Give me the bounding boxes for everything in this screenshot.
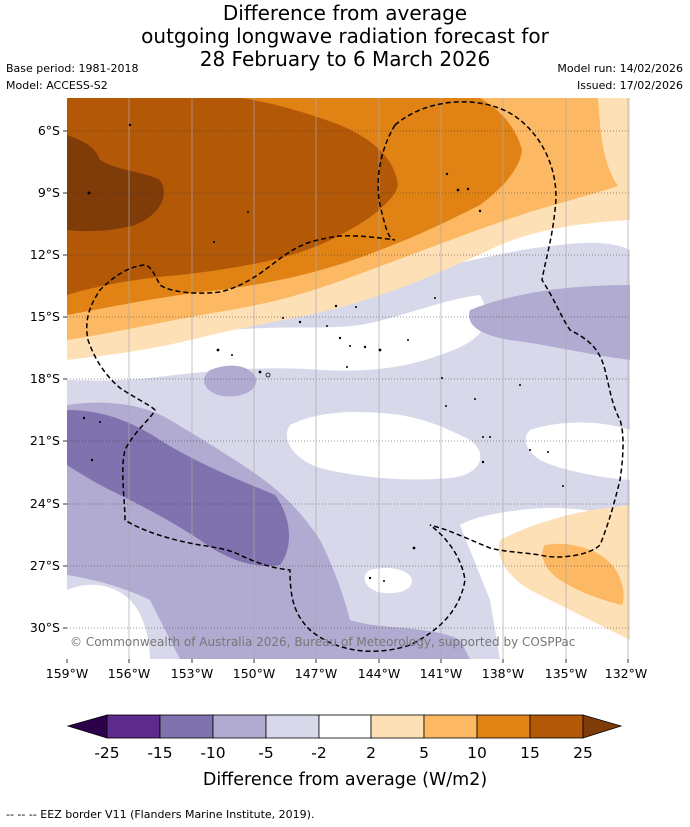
band-dark-purple (67, 410, 290, 566)
model-name: Model: ACCESS-S2 (6, 79, 108, 92)
colorbar-label: Difference from average (W/m2) (202, 770, 488, 790)
lon-label-156w: 156°W (107, 666, 151, 681)
colorbar-n2-p2 (318, 714, 372, 739)
gridlines (67, 130, 630, 629)
colorbar-p10-p15 (476, 714, 531, 739)
lat-label-12s: 12°S (29, 247, 60, 262)
neutral-patch-southeast (364, 568, 412, 594)
colorbar-tick-p2: 2 (366, 744, 376, 762)
colorbar-tick-n2: -2 (311, 744, 327, 762)
model-run-date: Model run: 14/02/2026 (557, 62, 683, 75)
band-orange-south (542, 543, 624, 605)
eez-cook-west (86, 124, 466, 652)
title-line-2: outgoing longwave radiation forecast for (141, 24, 549, 48)
colorbar-extend-above (582, 714, 623, 739)
colorbar-tick-n10: -10 (200, 744, 226, 762)
title-line-1: Difference from average (222, 1, 468, 25)
lon-label-144w: 144°W (357, 666, 401, 681)
band-darkest-brown (67, 135, 164, 232)
colorbar-n5-n2 (265, 714, 320, 739)
colorbar-p15-p25 (529, 714, 584, 739)
lon-label-147w: 147°W (294, 666, 338, 681)
lat-label-30s: 30°S (29, 620, 60, 635)
lat-label-6s: 6°S (37, 123, 60, 138)
colorbar-n10-n5 (212, 714, 267, 739)
neutral-patch-east (525, 422, 630, 480)
lon-label-138w: 138°W (481, 666, 525, 681)
colorbar (66, 714, 623, 739)
eez-borders (86, 101, 624, 652)
colorbar-tick-p15: 15 (520, 744, 540, 762)
colorbar-tick-n15: -15 (147, 744, 173, 762)
lat-label-21s: 21°S (29, 433, 60, 448)
issued-date: Issued: 17/02/2026 (576, 79, 683, 92)
band-medium-purple-east (469, 285, 630, 360)
colorbar-n25-n15 (106, 714, 161, 739)
eez-footnote: -- -- -- EEZ border V11 (Flanders Marine… (6, 808, 315, 821)
lat-label-15s: 15°S (29, 309, 60, 324)
colorbar-tick-p5: 5 (419, 744, 429, 762)
colorbar-n15-n10 (159, 714, 214, 739)
band-medium-purple-blob (203, 365, 257, 397)
lon-label-153w: 153°W (170, 666, 214, 681)
lat-label-24s: 24°S (29, 496, 60, 511)
meridians (128, 98, 629, 659)
base-period: Base period: 1981-2018 (6, 62, 139, 75)
colorbar-p5-p10 (423, 714, 478, 739)
lon-label-141w: 141°W (419, 666, 463, 681)
lon-label-135w: 135°W (544, 666, 588, 681)
lat-label-9s: 9°S (37, 185, 60, 200)
lon-label-159w: 159°W (45, 666, 89, 681)
lon-label-132w: 132°W (604, 666, 648, 681)
eez-french-polynesia (394, 101, 624, 558)
lon-label-150w: 150°W (232, 666, 276, 681)
colorbar-tick-p10: 10 (467, 744, 487, 762)
colorbar-p2-p5 (370, 714, 425, 739)
neutral-patch-north (67, 295, 487, 381)
lat-label-18s: 18°S (29, 371, 60, 386)
copyright-notice: © Commonwealth of Australia 2026, Bureau… (70, 635, 575, 649)
colorbar-tick-p25: 25 (573, 744, 593, 762)
colorbar-tick-n25: -25 (94, 744, 120, 762)
x-tick-marks (66, 659, 629, 663)
neutral-patch-central (286, 412, 481, 480)
colorbar-extend-below (66, 714, 108, 739)
lat-label-27s: 27°S (29, 558, 60, 573)
colorbar-tick-n5: -5 (258, 744, 274, 762)
band-brown (67, 98, 398, 295)
y-tick-marks (63, 130, 67, 629)
islands (82, 123, 564, 582)
title-line-3: 28 February to 6 March 2026 (199, 47, 491, 71)
